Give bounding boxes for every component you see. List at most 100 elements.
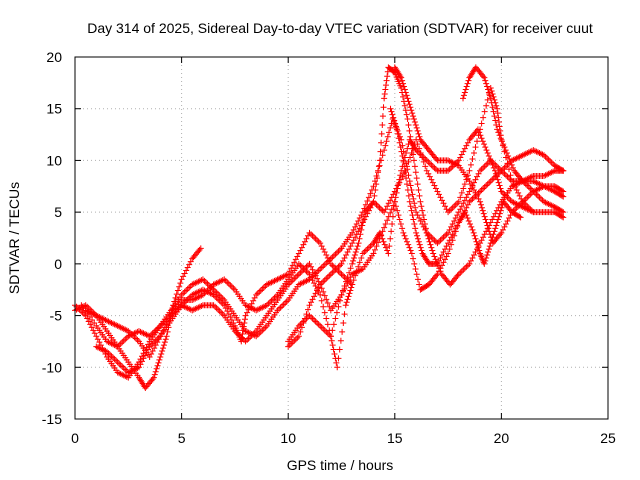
data-point bbox=[329, 342, 336, 349]
data-point bbox=[464, 215, 471, 222]
data-point bbox=[289, 262, 296, 269]
data-point bbox=[324, 274, 331, 281]
data-point bbox=[225, 311, 232, 318]
data-point bbox=[297, 328, 304, 335]
data-point bbox=[417, 198, 424, 205]
data-point bbox=[160, 342, 167, 349]
data-point bbox=[365, 194, 372, 201]
data-point bbox=[119, 363, 126, 370]
data-point bbox=[413, 124, 420, 131]
data-point bbox=[108, 353, 115, 360]
data-point bbox=[336, 269, 343, 276]
data-point bbox=[346, 246, 353, 253]
data-point bbox=[382, 82, 389, 89]
data-point bbox=[488, 158, 495, 165]
data-point bbox=[434, 240, 441, 247]
data-point bbox=[381, 241, 388, 248]
data-point bbox=[485, 89, 492, 96]
data-point bbox=[423, 167, 430, 174]
data-point bbox=[330, 252, 337, 259]
data-point bbox=[318, 297, 325, 304]
data-point bbox=[376, 235, 383, 242]
data-point bbox=[446, 226, 453, 233]
data-point bbox=[382, 244, 389, 251]
data-point bbox=[353, 246, 360, 253]
data-point bbox=[350, 257, 357, 264]
data-point bbox=[480, 234, 487, 241]
data-point bbox=[486, 243, 493, 250]
data-point bbox=[506, 166, 513, 173]
data-point bbox=[442, 246, 449, 253]
data-point bbox=[318, 280, 325, 287]
grid bbox=[75, 57, 608, 419]
y-tick-label: 5 bbox=[54, 204, 62, 220]
data-point bbox=[394, 130, 401, 137]
data-point bbox=[391, 117, 398, 124]
data-point bbox=[354, 243, 361, 250]
data-point bbox=[425, 158, 432, 165]
data-point bbox=[408, 139, 415, 146]
data-point bbox=[238, 334, 245, 341]
data-point bbox=[335, 303, 342, 310]
data-point bbox=[402, 107, 409, 114]
data-point bbox=[411, 220, 418, 227]
data-point bbox=[559, 192, 566, 199]
data-point bbox=[384, 133, 391, 140]
data-point bbox=[559, 187, 566, 194]
data-point bbox=[321, 249, 328, 256]
data-point bbox=[312, 283, 319, 290]
x-axis-label: GPS time / hours bbox=[287, 457, 394, 473]
data-point bbox=[513, 186, 520, 193]
data-point bbox=[356, 259, 363, 266]
data-point bbox=[559, 208, 566, 215]
data-point bbox=[494, 219, 501, 226]
data-point bbox=[283, 298, 290, 305]
data-point bbox=[333, 265, 340, 272]
y-tick-labels: -15 -10 -5 0 5 10 15 20 bbox=[42, 49, 62, 427]
data-point bbox=[346, 290, 353, 297]
data-point bbox=[474, 138, 481, 145]
data-point bbox=[374, 175, 381, 182]
data-point bbox=[490, 164, 497, 171]
data-point bbox=[483, 219, 490, 226]
data-point bbox=[476, 129, 483, 136]
data-point bbox=[159, 348, 166, 355]
data-point bbox=[402, 169, 409, 176]
data-point bbox=[445, 250, 452, 257]
data-point bbox=[486, 179, 493, 186]
data-point bbox=[461, 265, 468, 272]
data-point bbox=[291, 275, 298, 282]
data-point bbox=[480, 210, 487, 217]
data-point bbox=[122, 336, 129, 343]
data-point bbox=[367, 243, 374, 250]
data-point bbox=[333, 309, 340, 316]
data-point bbox=[462, 86, 469, 93]
data-point bbox=[341, 274, 348, 281]
data-point bbox=[294, 334, 301, 341]
data-point bbox=[396, 176, 403, 183]
data-point bbox=[487, 85, 494, 92]
data-point bbox=[394, 207, 401, 214]
data-point bbox=[442, 232, 449, 239]
data-point bbox=[485, 225, 492, 232]
data-point bbox=[291, 259, 298, 266]
data-point bbox=[495, 114, 502, 121]
data-point bbox=[381, 95, 388, 102]
data-point bbox=[285, 343, 292, 350]
data-point bbox=[393, 203, 400, 210]
data-point bbox=[323, 275, 330, 282]
data-point bbox=[560, 209, 567, 216]
data-point bbox=[382, 206, 389, 213]
data-point bbox=[410, 255, 417, 262]
data-point bbox=[421, 216, 428, 223]
data-point bbox=[273, 293, 280, 300]
data-point bbox=[180, 273, 187, 280]
data-point bbox=[311, 280, 318, 287]
data-point bbox=[484, 96, 491, 103]
data-point bbox=[416, 215, 423, 222]
data-point bbox=[346, 277, 353, 284]
data-point bbox=[435, 268, 442, 275]
data-point bbox=[303, 315, 310, 322]
data-point bbox=[329, 269, 336, 276]
data-point bbox=[418, 247, 425, 254]
